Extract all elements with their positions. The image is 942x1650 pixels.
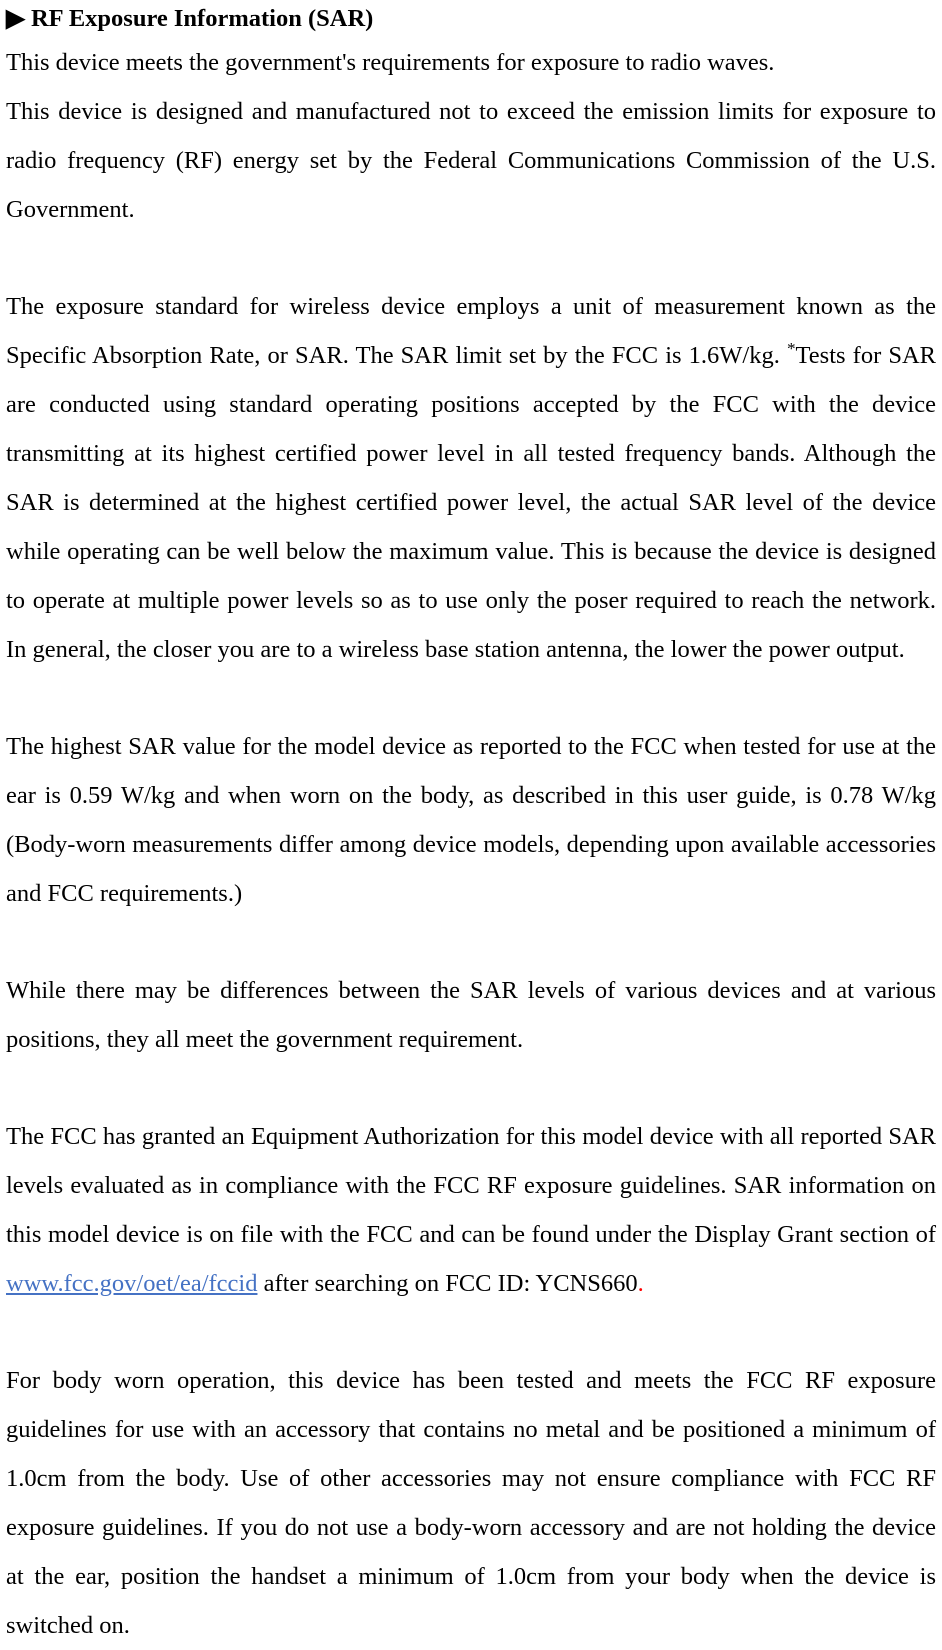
paragraph-differences: While there may be differences between t… <box>6 966 936 1064</box>
paragraph-gap <box>6 1308 936 1356</box>
paragraph-intro-2: This device is designed and manufactured… <box>6 87 936 234</box>
paragraph-sar-values: The highest SAR value for the model devi… <box>6 722 936 918</box>
paragraph-sar-standard: The exposure standard for wireless devic… <box>6 282 936 674</box>
paragraph-gap <box>6 674 936 722</box>
document-page: ▶ RF Exposure Information (SAR) This dev… <box>0 0 942 1443</box>
paragraph-gap <box>6 1064 936 1112</box>
fcc-link[interactable]: www.fcc.gov/oet/ea/fccid <box>6 1270 257 1297</box>
heading-arrow-icon: ▶ <box>6 2 25 36</box>
paragraph-body-worn: For body worn operation, this device has… <box>6 1356 936 1650</box>
paragraph-fcc-grant: The FCC has granted an Equipment Authori… <box>6 1112 936 1308</box>
heading-text: RF Exposure Information (SAR) <box>31 5 373 32</box>
paragraph-intro-1: This device meets the government's requi… <box>6 38 936 87</box>
footnote-asterisk: * <box>787 339 796 358</box>
text-span: The FCC has granted an Equipment Authori… <box>6 1123 936 1248</box>
section-heading: ▶ RF Exposure Information (SAR) <box>6 2 936 36</box>
paragraph-gap <box>6 918 936 966</box>
red-period: . <box>638 1270 644 1297</box>
text-span: after searching on FCC ID: YCNS660 <box>257 1270 637 1297</box>
text-span: Tests for SAR are conducted using standa… <box>6 342 936 663</box>
paragraph-gap <box>6 234 936 282</box>
